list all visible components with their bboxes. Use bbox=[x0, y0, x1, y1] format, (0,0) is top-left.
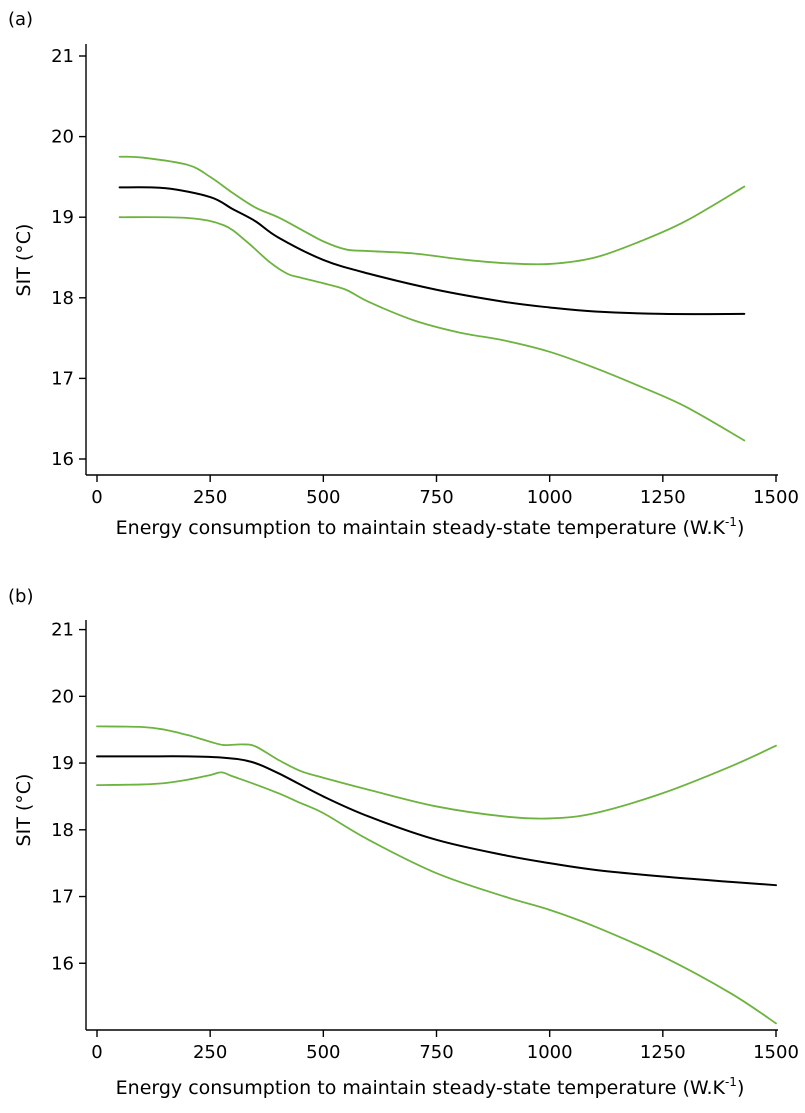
panel-a-lower-bound-line bbox=[118, 216, 746, 442]
panel-b-upper-bound-line bbox=[96, 725, 777, 820]
panel-b-x-axis-title-end: ) bbox=[737, 1077, 744, 1099]
panel-b-x-tick-label: 0 bbox=[91, 1042, 102, 1063]
panel-b-y-tick-label: 17 bbox=[51, 887, 74, 908]
panel-b-y-tick-label: 21 bbox=[51, 620, 74, 641]
panel-a-x-tick-label: 1000 bbox=[527, 487, 573, 508]
panel-a-y-axis-title: SIT (°C) bbox=[13, 224, 35, 297]
panel-b-series bbox=[96, 725, 777, 1025]
panel-b-lower-bound-line bbox=[96, 771, 777, 1025]
panel-b: (b) 0 250 500 750 1000 1250 1500 16 17 18 19 20 21 S… bbox=[8, 586, 799, 1099]
panel-a-estimate-line bbox=[118, 186, 746, 316]
panel-b-x-axis-title-main: Energy consumption to maintain steady-st… bbox=[116, 1077, 726, 1099]
panel-a-x-tick-label: 750 bbox=[419, 487, 453, 508]
panel-a-x-axis-title: Energy consumption to maintain steady-st… bbox=[116, 515, 745, 539]
panel-b-y-axis-title: SIT (°C) bbox=[13, 774, 35, 847]
panel-b-x-axis-title-sup: -1 bbox=[725, 1075, 737, 1089]
panel-a-y-tick-label: 18 bbox=[51, 288, 74, 309]
panel-a-x-tick-label: 500 bbox=[306, 487, 340, 508]
panel-b-x-tick-label: 250 bbox=[193, 1042, 227, 1063]
panel-b-x-tick-label: 750 bbox=[419, 1042, 453, 1063]
panel-a-series bbox=[118, 155, 746, 442]
panel-a-x-tick-label: 0 bbox=[91, 487, 102, 508]
panel-a-label: (a) bbox=[8, 9, 33, 30]
panel-b-x-tick-label: 1500 bbox=[753, 1042, 799, 1063]
panel-b-y-tick-label: 18 bbox=[51, 820, 74, 841]
panel-b-y-tick-label: 16 bbox=[51, 953, 74, 974]
panel-a-x-tick-label: 1500 bbox=[753, 487, 799, 508]
panel-a-y-tick-label: 16 bbox=[51, 449, 74, 470]
panel-a-y-tick-label: 21 bbox=[51, 46, 74, 67]
panel-b-ticks: 0 250 500 750 1000 1250 1500 16 17 18 19 20 21 bbox=[51, 620, 799, 1063]
panel-b-x-tick-label: 500 bbox=[306, 1042, 340, 1063]
panel-b-y-tick-label: 20 bbox=[51, 686, 74, 707]
panel-a: (a) 0 250 500 750 1000 1250 1500 16 17 18 19 20 21 S… bbox=[8, 9, 799, 539]
panel-b-x-tick-label: 1000 bbox=[527, 1042, 573, 1063]
panel-a-x-tick-label: 1250 bbox=[640, 487, 686, 508]
panel-a-y-tick-label: 17 bbox=[51, 368, 74, 389]
panel-b-y-tick-label: 19 bbox=[51, 753, 74, 774]
panel-b-x-tick-label: 1250 bbox=[640, 1042, 686, 1063]
panel-a-y-tick-label: 19 bbox=[51, 207, 74, 228]
panel-a-x-axis-title-main: Energy consumption to maintain steady-st… bbox=[116, 517, 726, 539]
panel-b-x-axis-title: Energy consumption to maintain steady-st… bbox=[116, 1075, 745, 1099]
panel-a-x-axis-title-sup: -1 bbox=[725, 515, 737, 529]
panel-a-x-axis-title-end: ) bbox=[737, 517, 744, 539]
panel-a-ticks: 0 250 500 750 1000 1250 1500 16 17 18 19 20 21 bbox=[51, 46, 799, 508]
panel-a-y-tick-label: 20 bbox=[51, 127, 74, 148]
panel-b-estimate-line bbox=[96, 755, 777, 887]
panel-a-x-tick-label: 250 bbox=[193, 487, 227, 508]
panel-a-upper-bound-line bbox=[118, 155, 746, 266]
panel-b-label: (b) bbox=[8, 586, 33, 607]
